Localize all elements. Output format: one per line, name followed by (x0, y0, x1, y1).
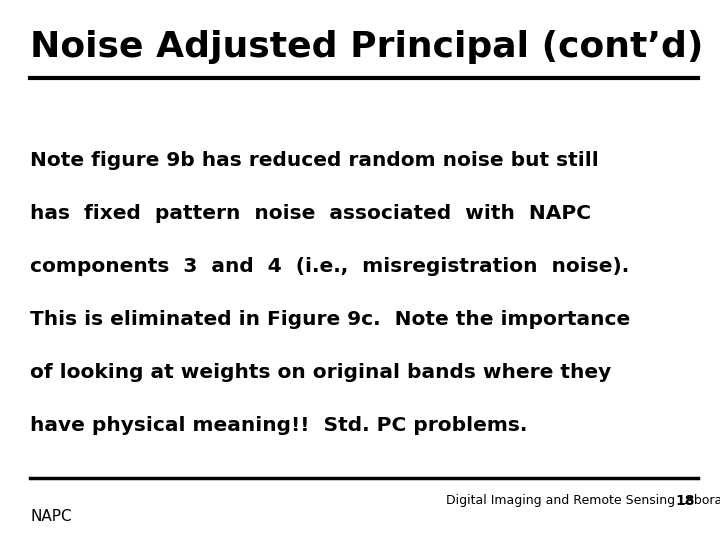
Text: have physical meaning!!  Std. PC problems.: have physical meaning!! Std. PC problems… (30, 416, 528, 435)
Text: Note figure 9b has reduced random noise but still: Note figure 9b has reduced random noise … (30, 151, 599, 170)
Text: of looking at weights on original bands where they: of looking at weights on original bands … (30, 363, 611, 382)
Text: components  3  and  4  (i.e.,  misregistration  noise).: components 3 and 4 (i.e., misregistratio… (30, 257, 629, 276)
Text: Digital Imaging and Remote Sensing Laboratory: Digital Imaging and Remote Sensing Labor… (446, 494, 720, 507)
Text: NAPC: NAPC (30, 509, 72, 524)
Text: 18: 18 (675, 494, 695, 508)
Text: This is eliminated in Figure 9c.  Note the importance: This is eliminated in Figure 9c. Note th… (30, 310, 631, 329)
Text: Noise Adjusted Principal (cont’d): Noise Adjusted Principal (cont’d) (30, 30, 703, 64)
Text: has  fixed  pattern  noise  associated  with  NAPC: has fixed pattern noise associated with … (30, 204, 591, 223)
